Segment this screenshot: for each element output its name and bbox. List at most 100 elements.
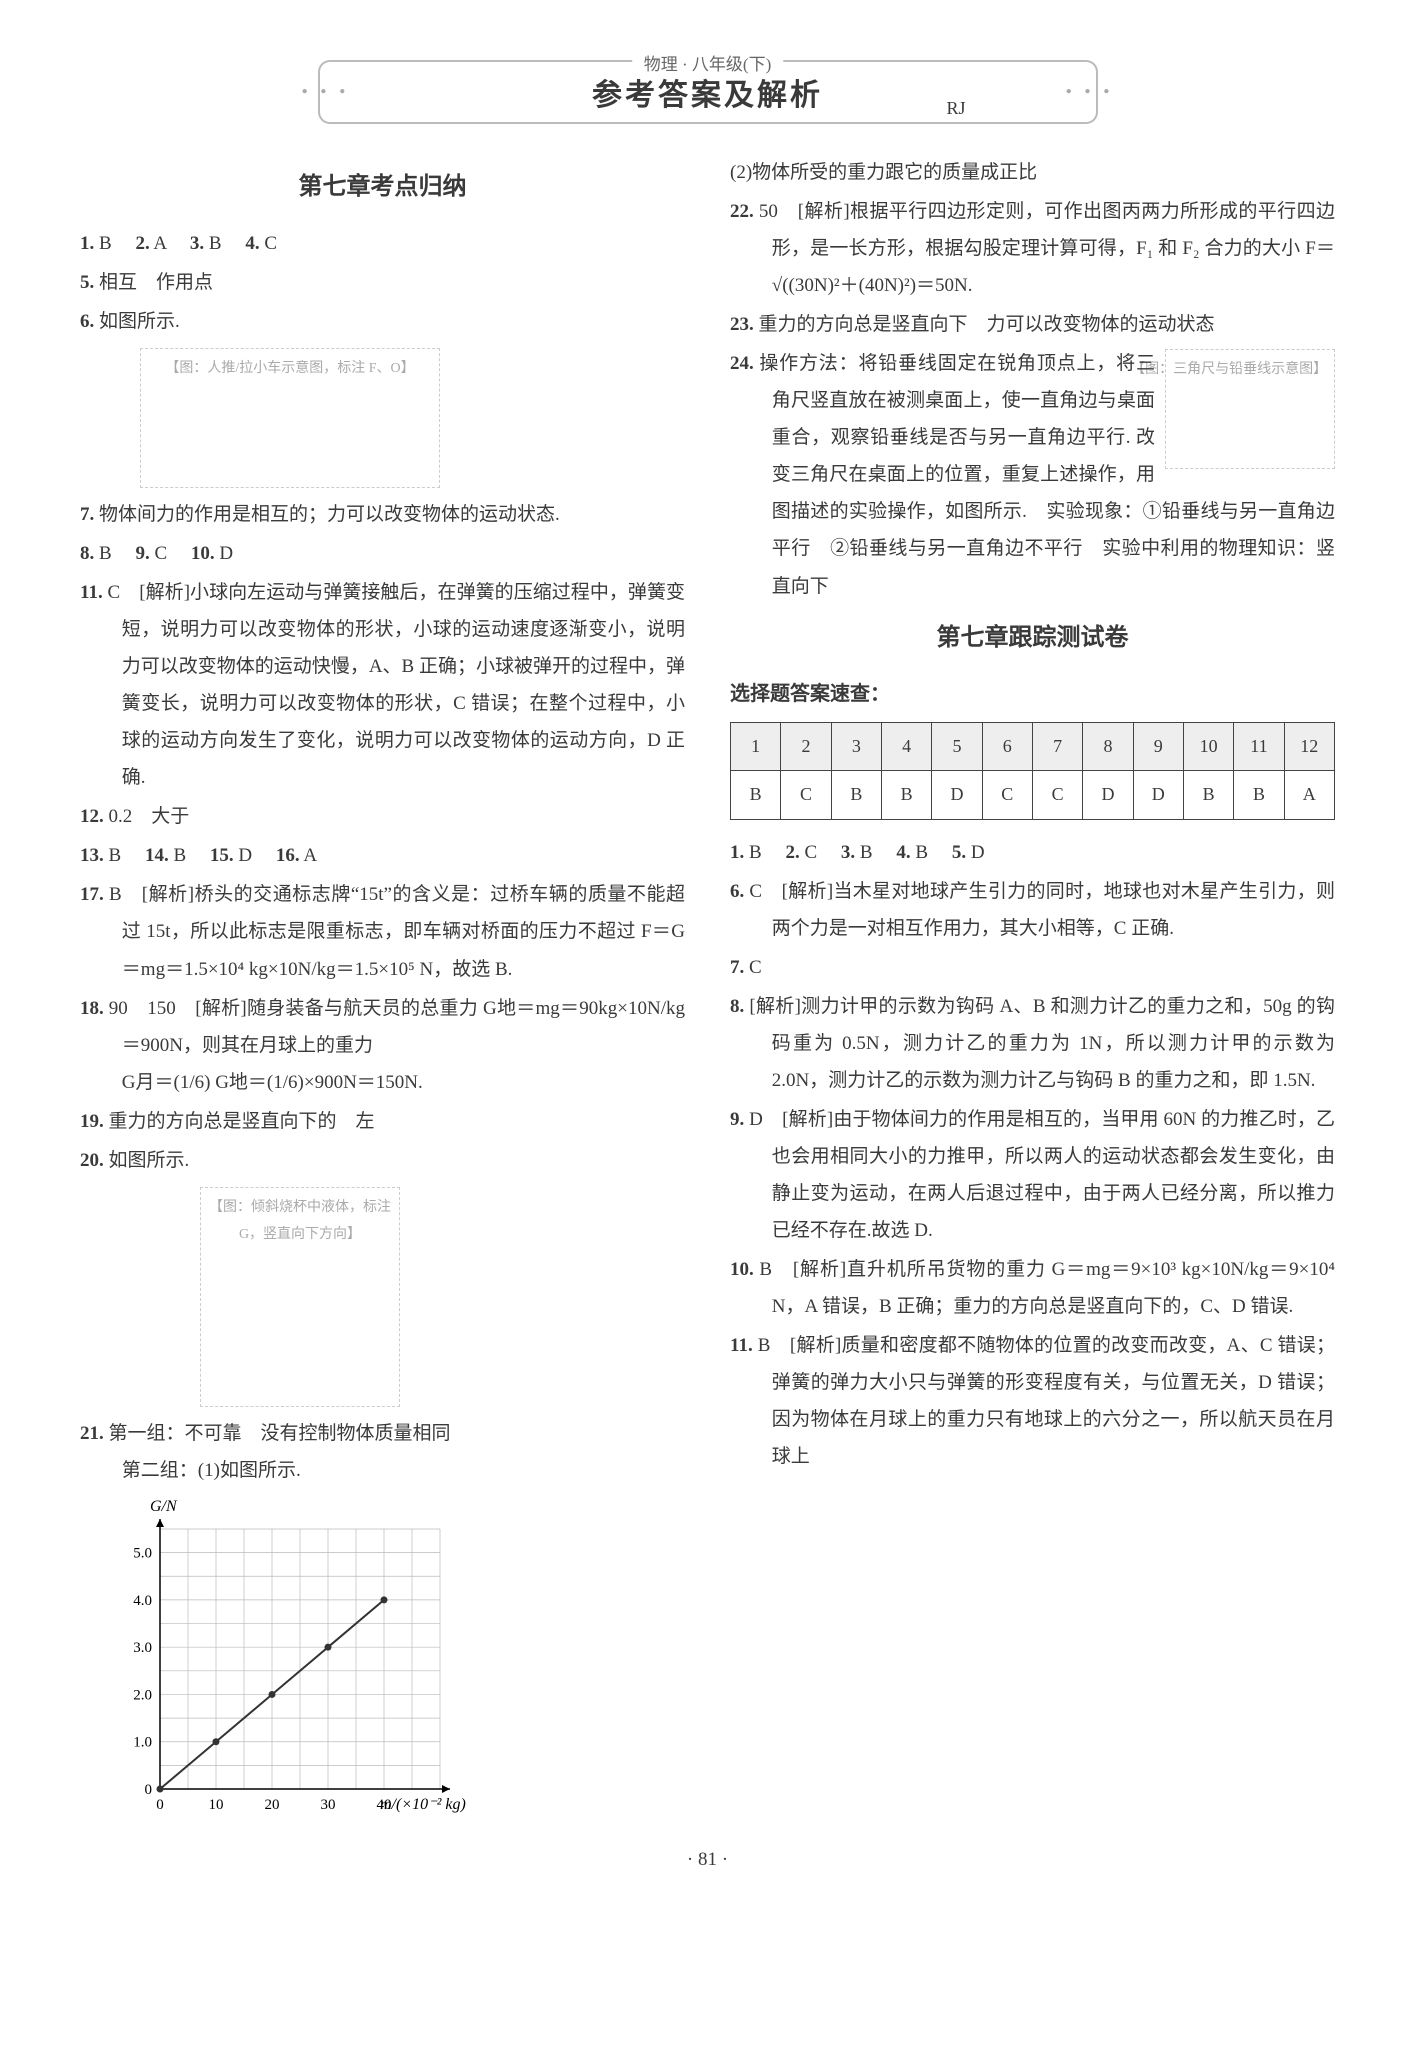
q23-num: 23. [730,314,754,335]
s2q8-num: 8. [730,996,744,1017]
s2q1-ans: B [749,842,762,863]
table-row-answers: BCBBDCCDDBBA [731,771,1335,819]
table-cell-num: 7 [1032,723,1082,771]
table-cell-num: 6 [982,723,1032,771]
table-cell-ans: D [1083,771,1133,819]
q15-ans: D [238,845,252,866]
table-cell-num: 11 [1234,723,1284,771]
q21-text-b: 第二组：(1)如图所示. [122,1460,301,1481]
q14-ans: B [173,845,186,866]
q20-text: 如图所示. [109,1150,190,1171]
right-column: (2)物体所受的重力跟它的质量成正比 22. 50 [解析]根据平行四边形定则，… [730,154,1335,1829]
s2q11-num: 11. [730,1335,753,1356]
q1-num: 1. [80,233,94,254]
left-column: 第七章考点归纳 1. B 2. A 3. B 4. C 5. 相互 作用点 6.… [80,154,685,1829]
q16-ans: A [303,845,317,866]
q7-text: 物体间力的作用是相互的；力可以改变物体的运动状态. [99,504,560,525]
s2q9: 9. D [解析]由于物体间力的作用是相互的，当甲用 60N 的力推乙时，乙也会… [730,1101,1335,1249]
header-subject: 物理 · 八年级(下) [632,50,783,75]
s2q7: 7. C [730,949,1335,986]
table-cell-num: 1 [731,723,781,771]
s2q6-num: 6. [730,881,744,902]
q18-num: 18. [80,998,104,1019]
q1-ans: B [99,233,112,254]
s2q4-ans: B [915,842,928,863]
svg-text:1.0: 1.0 [133,1735,152,1751]
s2q6-text: C [解析]当木星对地球产生引力的同时，地球也对木星产生引力，则两个力是一对相互… [749,881,1335,939]
s2q9-text: D [解析]由于物体间力的作用是相互的，当甲用 60N 的力推乙时，乙也会用相同… [749,1109,1335,1241]
q10-ans: D [219,543,233,564]
q5-num: 5. [80,272,94,293]
table-cell-ans: B [881,771,931,819]
s2q8: 8. [解析]测力计甲的示数为钩码 A、B 和测力计乙的重力之和，50g 的钩码… [730,988,1335,1099]
s2q10-num: 10. [730,1259,754,1280]
page-number: · 81 · [80,1849,1335,1871]
answer-row-13-16: 13. B 14. B 15. D 16. A [80,837,685,874]
q21-part2: (2)物体所受的重力跟它的质量成正比 [730,154,1335,191]
q18: 18. 90 150 [解析]随身装备与航天员的总重力 G地＝mg＝90kg×1… [80,990,685,1101]
q11: 11. C [解析]小球向左运动与弹簧接触后，在弹簧的压缩过程中，弹簧变短，说明… [80,574,685,796]
s2q3-ans: B [860,842,873,863]
header-title: 参考答案及解析 [500,70,916,114]
q13-ans: B [109,845,122,866]
table-cell-ans: D [932,771,982,819]
svg-text:20: 20 [265,1797,280,1813]
svg-text:0: 0 [156,1797,164,1813]
q9-ans: C [154,543,167,564]
q21: 21. 第一组：不可靠 没有控制物体质量相同第二组：(1)如图所示. [80,1415,685,1489]
table-cell-num: 3 [831,723,881,771]
q24-num: 24. [730,353,754,374]
s2q11-text: B [解析]质量和密度都不随物体的位置的改变而改变，A、C 错误；弹簧的弹力大小… [758,1335,1335,1467]
answer-row-s2-1-5: 1. B 2. C 3. B 4. B 5. D [730,834,1335,871]
svg-text:0: 0 [145,1782,153,1798]
s2q5-num: 5. [952,842,966,863]
q24-text-a: 操作方法：将铅垂线固定在锐角顶点上，将三角尺竖直放在被测桌面上，使一直角边与桌面… [759,353,1155,448]
q6-num: 6. [80,311,94,332]
q23: 23. 重力的方向总是竖直向下 力可以改变物体的运动状态 [730,306,1335,343]
q7-num: 7. [80,504,94,525]
q12-num: 12. [80,806,104,827]
q2-ans: A [153,233,166,254]
q4-ans: C [264,233,277,254]
table-cell-ans: C [982,771,1032,819]
table-cell-num: 8 [1083,723,1133,771]
q9-num: 9. [135,543,149,564]
section-title-2: 第七章跟踪测试卷 [730,615,1335,662]
q11-text: C [解析]小球向左运动与弹簧接触后，在弹簧的压缩过程中，弹簧变短，说明力可以改… [108,582,686,788]
table-cell-num: 12 [1284,723,1334,771]
table-cell-ans: B [831,771,881,819]
q23-text: 重力的方向总是竖直向下 力可以改变物体的运动状态 [759,314,1215,335]
q18-text-b: G月＝(1/6) G地＝(1/6)×900N＝150N. [122,1072,423,1093]
s2q6: 6. C [解析]当木星对地球产生引力的同时，地球也对木星产生引力，则两个力是一… [730,873,1335,947]
answer-table: 123456789101112 BCBBDCCDDBBA [730,722,1335,819]
s2q10: 10. B [解析]直升机所吊货物的重力 G＝mg＝9×10³ kg×10N/k… [730,1251,1335,1325]
q10-num: 10. [191,543,215,564]
s2q2-ans: C [804,842,817,863]
svg-text:2.0: 2.0 [133,1687,152,1703]
q22: 22. 50 [解析]根据平行四边形定则，可作出图丙两力所形成的平行四边形，是一… [730,193,1335,304]
s2q2-num: 2. [785,842,799,863]
table-cell-num: 4 [881,723,931,771]
q6-text: 如图所示. [99,311,180,332]
q13-num: 13. [80,845,104,866]
dots-left-icon: • • • [302,82,350,103]
content-columns: 第七章考点归纳 1. B 2. A 3. B 4. C 5. 相互 作用点 6.… [80,154,1335,1829]
s2q7-text: C [749,957,762,978]
section-title-1: 第七章考点归纳 [80,164,685,211]
svg-text:30: 30 [321,1797,336,1813]
table-cell-ans: C [1032,771,1082,819]
q6: 6. 如图所示. [80,303,685,340]
answer-row-8-10: 8. B 9. C 10. D [80,535,685,572]
q17-num: 17. [80,884,104,905]
s2q10-text: B [解析]直升机所吊货物的重力 G＝mg＝9×10³ kg×10N/kg＝9×… [759,1259,1335,1317]
svg-text:G/N: G/N [150,1499,178,1515]
q12-text: 0.2 大于 [109,806,190,827]
q19-num: 19. [80,1111,104,1132]
q22-text: 50 [解析]根据平行四边形定则，可作出图丙两力所形成的平行四边形，是一长方形，… [759,201,1335,296]
q15-num: 15. [210,845,234,866]
dots-right-icon: • • • [1066,82,1114,103]
table-cell-num: 9 [1133,723,1183,771]
q17: 17. B [解析]桥头的交通标志牌“15t”的含义是：过桥车辆的质量不能超过 … [80,876,685,987]
q3-ans: B [209,233,222,254]
q18-text-a: 90 150 [解析]随身装备与航天员的总重力 G地＝mg＝90kg×10N/k… [109,998,685,1056]
